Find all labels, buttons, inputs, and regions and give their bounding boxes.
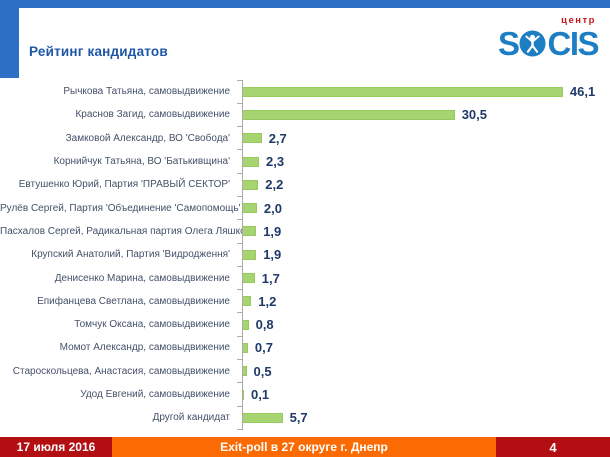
bar — [243, 389, 244, 400]
category-label: Епифанцева Светлана, самовыдвижение — [37, 295, 230, 307]
value-label: 1,2 — [258, 293, 277, 309]
plot-cell: 1,7 — [242, 266, 610, 290]
chart-row: Епифанцева Светлана, самовыдвижение 1,2 — [0, 289, 610, 313]
category-label: Евтушенко Юрий, Партия 'ПРАВЫЙ СЕКТОР' — [18, 179, 230, 191]
logo-letter-s: S — [497, 24, 520, 62]
plot-cell: 0,5 — [242, 359, 610, 383]
vitruvian-person-icon — [519, 29, 547, 57]
plot-cell: 2,0 — [242, 196, 610, 220]
category-label: Рулёв Сергей, Партия 'Объединение 'Самоп… — [0, 202, 241, 214]
bar — [243, 203, 257, 214]
plot-cell: 1,9 — [242, 219, 610, 244]
page-title: Рейтинг кандидатов — [29, 44, 168, 59]
bar — [243, 249, 257, 260]
chart-row: Денисенко Марина, самовыдвижение 1,7 — [0, 265, 610, 290]
category-label: Крупский Анатолий, Партия 'Видродження' — [31, 249, 230, 261]
bar — [243, 226, 257, 237]
chart-row: Крупский Анатолий, Партия 'Видродження' … — [0, 242, 610, 267]
value-label: 30,5 — [461, 107, 487, 123]
plot-cell: 30,5 — [242, 103, 610, 127]
footer-bar: 17 июля 2016 Exit-poll в 27 округе г. Дн… — [0, 437, 610, 457]
value-label: 0,1 — [251, 387, 270, 402]
category-label: Томчук Оксана, самовыдвижение — [74, 319, 230, 331]
value-label: 2,0 — [263, 200, 282, 216]
chart-row: Корнийчук Татьяна, ВО 'Батькивщина' 2,3 — [0, 149, 610, 174]
value-label: 0,7 — [254, 340, 273, 356]
plot-cell: 0,8 — [242, 312, 610, 337]
category-label: Пасхалов Сергей, Радикальная партия Олег… — [0, 225, 246, 237]
category-label: Корнийчук Татьяна, ВО 'Батькивщина' — [53, 156, 230, 168]
plot-cell: 2,3 — [242, 149, 610, 174]
socis-logo: центр S CIS — [497, 15, 600, 62]
value-label: 0,8 — [255, 317, 274, 333]
value-label: 0,5 — [253, 363, 272, 379]
chart: Рычкова Татьяна, самовыдвижение 46,1 Кра… — [0, 79, 610, 430]
value-label: 1,7 — [261, 270, 280, 286]
value-label: 1,9 — [263, 223, 282, 239]
bar — [243, 273, 255, 284]
bar — [243, 342, 248, 353]
chart-row: Удод Евгений, самовыдвижение 0,1 — [0, 382, 610, 407]
plot-cell: 2,2 — [242, 173, 610, 197]
value-label: 2,3 — [266, 154, 285, 170]
logo-subtitle: центр — [561, 15, 596, 26]
bar — [243, 366, 247, 377]
chart-row: Замковой Александр, ВО 'Свобода' 2,7 — [0, 126, 610, 150]
plot-cell: 0,7 — [242, 336, 610, 360]
footer-date: 17 июля 2016 — [0, 437, 112, 457]
value-label: 46,1 — [569, 84, 596, 100]
category-label: Другой кандидат — [152, 412, 230, 424]
plot-cell: 46,1 — [242, 80, 610, 104]
chart-row: Пасхалов Сергей, Радикальная партия Олег… — [0, 219, 610, 244]
chart-row: Другой кандидат 5,7 — [0, 405, 610, 430]
chart-row: Рычкова Татьяна, самовыдвижение 46,1 — [0, 79, 610, 104]
chart-row: Томчук Оксана, самовыдвижение 0,8 — [0, 312, 610, 337]
plot-cell: 0,1 — [242, 382, 610, 407]
plot-cell: 1,9 — [242, 243, 610, 267]
plot-cell: 2,7 — [242, 126, 610, 150]
bar — [243, 109, 455, 120]
value-label: 2,2 — [265, 177, 284, 193]
category-label: Краснов Загид, самовыдвижение — [75, 109, 230, 121]
value-label: 2,7 — [268, 130, 287, 146]
footer-page-number: 4 — [496, 437, 610, 457]
plot-cell: 5,7 — [242, 406, 610, 430]
chart-row: Евтушенко Юрий, Партия 'ПРАВЫЙ СЕКТОР' 2… — [0, 172, 610, 197]
category-label: Удод Евгений, самовыдвижение — [80, 389, 230, 400]
category-label: Момот Александр, самовыдвижение — [59, 342, 230, 354]
bar — [243, 296, 252, 307]
category-label: Замковой Александр, ВО 'Свобода' — [65, 132, 230, 144]
bar — [243, 319, 249, 330]
category-label: Денисенко Марина, самовыдвижение — [54, 272, 230, 284]
plot-cell: 1,2 — [242, 289, 610, 313]
value-label: 5,7 — [289, 410, 308, 426]
bar — [243, 86, 563, 97]
bar — [243, 133, 262, 144]
footer-caption: Exit-poll в 27 округе г. Днепр — [112, 437, 496, 457]
chart-row: Староскольцева, Анастасия, самовыдвижени… — [0, 359, 610, 383]
category-label: Староскольцева, Анастасия, самовыдвижени… — [12, 365, 230, 377]
chart-row: Момот Александр, самовыдвижение 0,7 — [0, 335, 610, 360]
bar — [243, 179, 259, 190]
chart-row: Рулёв Сергей, Партия 'Объединение 'Самоп… — [0, 195, 610, 220]
bar — [243, 412, 283, 423]
top-accent-strip — [0, 0, 610, 8]
value-label: 1,9 — [263, 247, 282, 263]
bar — [243, 156, 259, 167]
corner-accent-block — [0, 0, 19, 78]
logo-wordmark: S CIS — [497, 24, 600, 62]
category-label: Рычкова Татьяна, самовыдвижение — [63, 86, 230, 98]
logo-letters-cis: CIS — [547, 24, 599, 62]
chart-row: Краснов Загид, самовыдвижение 30,5 — [0, 102, 610, 127]
